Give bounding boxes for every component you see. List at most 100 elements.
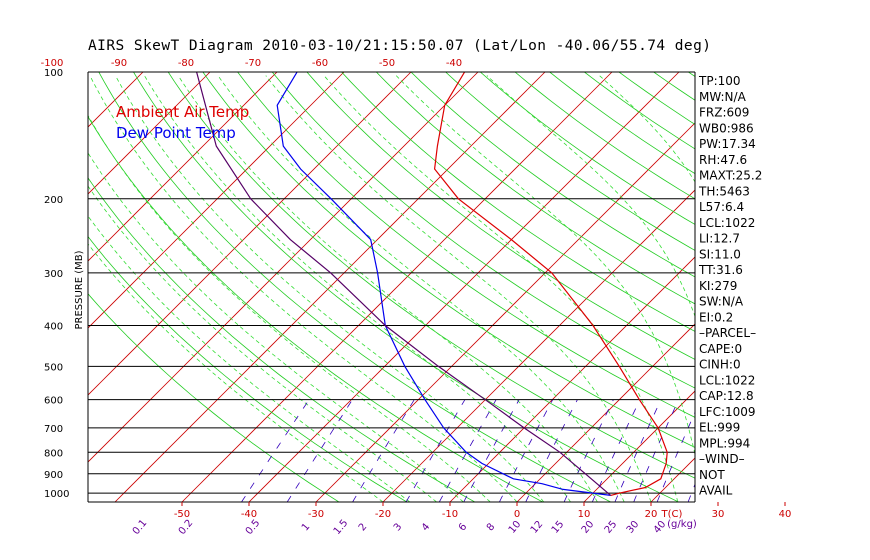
- moist-adiabat-line: [395, 75, 695, 457]
- isotherm-line: [449, 256, 695, 502]
- stability-index-item: AVAIL: [699, 484, 733, 498]
- stability-index-item: LCL:1022: [699, 216, 755, 230]
- mixing-ratio-line: [563, 399, 614, 502]
- temp-tick-label: -20: [375, 509, 391, 520]
- stability-index-item: PW:17.34: [699, 137, 756, 151]
- sounding-profiles: [196, 72, 668, 496]
- stability-index-item: WB0:986: [699, 121, 754, 135]
- mixing-ratio-line: [499, 399, 554, 502]
- isotherm-line: [88, 72, 412, 396]
- temp-tick-label: 30: [712, 509, 725, 520]
- ambient-temp-line: [433, 72, 668, 496]
- stability-index-item: NOT: [699, 468, 725, 482]
- moist-adiabat-line: [323, 75, 679, 502]
- dew-point-line: [276, 72, 611, 496]
- isotherm-line: [0, 72, 76, 502]
- stability-index-item: –PARCEL–: [699, 326, 756, 340]
- moist-adiabat-line: [89, 75, 518, 502]
- stability-index-item: MW:N/A: [699, 90, 747, 104]
- mixing-ratio-tick-label: 4: [420, 521, 433, 533]
- mixing-ratio-tick-label: 2: [357, 521, 370, 533]
- top-temp-tick-label: -80: [178, 58, 194, 69]
- pressure-tick-label: 600: [44, 396, 63, 407]
- dry-adiabat-line: [306, 72, 695, 360]
- mixing-ratio-tick-label: 12: [529, 519, 546, 536]
- dry-adiabat-line: [758, 72, 870, 502]
- isotherm-line: [181, 72, 613, 502]
- dry-adiabat-line: [549, 72, 695, 175]
- stability-index-item: FRZ:609: [699, 106, 749, 120]
- mixing-ratio-tick-label: 0.5: [244, 518, 263, 537]
- mixing-ratio-tick-label: 20: [580, 519, 597, 536]
- top-temp-tick-label: -70: [245, 58, 261, 69]
- stability-index-item: TP:100: [698, 74, 741, 88]
- isotherm-line: [382, 189, 695, 502]
- dry-adiabat-line: [88, 293, 340, 502]
- temp-tick-label: -30: [308, 509, 324, 520]
- moist-adiabat-line: [88, 243, 384, 502]
- pressure-tick-label: 800: [44, 448, 63, 459]
- pressure-tick-label: 1000: [44, 489, 69, 500]
- stability-index-item: CAPE:0: [699, 342, 742, 356]
- dry-adiabat-line: [88, 115, 543, 502]
- legend-dew-point-temp: Dew Point Temp: [116, 124, 236, 142]
- moist-adiabat-line: [144, 75, 571, 502]
- dry-adiabat-line: [88, 235, 408, 502]
- isotherm-line: [315, 122, 695, 502]
- legend-ambient-air-temp: Ambient Air Temp: [116, 103, 249, 121]
- mixing-ratio-line: [463, 399, 520, 502]
- stability-index-item: MAXT:25.2: [699, 169, 762, 183]
- isotherm-line: [583, 390, 695, 502]
- stability-index-item: SI:11.0: [699, 247, 741, 261]
- mixing-ratio-tick-label: 15: [550, 519, 567, 536]
- moist-adiabat-line: [88, 152, 464, 502]
- top-temp-tick-label: -60: [312, 58, 328, 69]
- pressure-tick-label: 200: [44, 195, 63, 206]
- mixing-ratio-tick-label: 3: [392, 521, 405, 533]
- mixing-ratio-line: [633, 399, 679, 502]
- top-temp-tick-label: -100: [41, 58, 64, 69]
- mixing-ratio-tick-label: 1.5: [332, 518, 351, 537]
- pressure-tick-label: 300: [44, 269, 63, 280]
- mixing-ratio-line: [352, 399, 415, 502]
- temp-axis-label: T(C): [661, 509, 683, 520]
- mixing-ratio-line: [766, 400, 802, 502]
- y-axis-label: PRESSURE (MB): [74, 250, 85, 329]
- mixing-ratio-tick-label: 10: [507, 519, 524, 536]
- mixing-ratio-line: [438, 399, 497, 502]
- moist-adiabat-line: [265, 75, 652, 502]
- isotherm-line: [88, 72, 278, 262]
- mixing-ratio-line: [614, 399, 662, 502]
- temp-tick-label: -40: [241, 509, 257, 520]
- isotherm-line: [114, 72, 546, 502]
- dry-adiabat-line: [376, 72, 695, 305]
- dry-adiabat-line: [410, 72, 695, 278]
- stability-index-item: EI:0.2: [699, 310, 733, 324]
- isotherm-line: [516, 323, 695, 502]
- moist-adiabat-line: [115, 75, 545, 502]
- mixing-ratio-tick-label: 1: [300, 521, 313, 533]
- stability-index-item: TH:5463: [698, 184, 750, 198]
- temp-tick-label: 20: [645, 509, 658, 520]
- moist-adiabat-line: [88, 185, 437, 502]
- stability-index-item: CINH:0: [699, 358, 741, 372]
- pressure-tick-label: 500: [44, 362, 63, 373]
- temp-tick-label: -10: [442, 509, 458, 520]
- stability-index-item: TT:31.6: [698, 263, 743, 277]
- isotherm-line: [852, 72, 870, 502]
- isotherm-line: [88, 72, 479, 463]
- mixing-ratio-line: [405, 399, 466, 502]
- mixing-ratio-tick-label: 8: [485, 521, 498, 533]
- stability-index-item: SW:N/A: [699, 295, 744, 309]
- top-temp-tick-label: -40: [446, 58, 462, 69]
- dry-adiabat-line: [514, 72, 695, 200]
- isotherm-line: [785, 72, 870, 502]
- temp-tick-label: 0: [514, 509, 520, 520]
- stability-index-item: LI:12.7: [699, 232, 740, 246]
- mixing-ratio-tick-label: 40: [652, 519, 669, 536]
- mixing-ratio-tick-label: 30: [625, 519, 642, 536]
- stability-index-item: L57:6.4: [699, 200, 744, 214]
- mixing-ratio-axis-label: (g/kg): [667, 519, 697, 530]
- mixing-ratio-line: [525, 399, 578, 502]
